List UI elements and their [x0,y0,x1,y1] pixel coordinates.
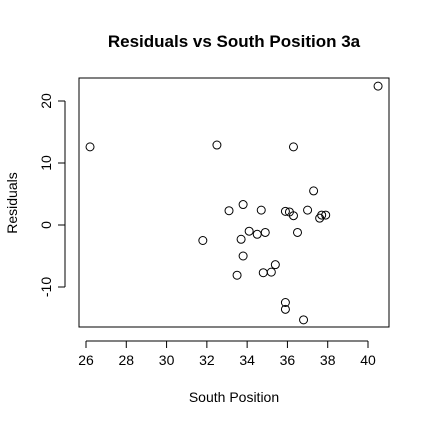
data-point [299,315,309,325]
x-tick-label: 38 [320,352,336,368]
x-tick-label: 40 [360,352,376,368]
data-point [270,260,280,270]
x-tick-label: 26 [78,352,94,368]
data-point [232,270,242,280]
y-axis: -10 0 10 20 [38,93,66,297]
data-point [260,227,270,237]
y-axis-label: Residuals [4,172,20,233]
data-point [85,142,95,152]
data-point [317,210,327,220]
data-point [280,298,290,307]
x-axis: 26 28 30 32 34 36 38 40 [78,340,376,368]
data-point [288,211,298,221]
plot-frame [78,77,390,328]
data-point [236,234,246,244]
data-point [280,206,290,216]
y-tick-label: 10 [38,155,54,171]
data-point [303,205,313,215]
data-point [309,186,319,196]
chart-title: Residuals vs South Position 3a [108,32,361,51]
data-point [238,251,248,261]
data-points [85,81,383,325]
x-tick-label: 32 [199,352,215,368]
data-point [258,268,268,278]
x-tick-label: 34 [239,352,255,368]
data-point [293,227,302,237]
data-point [373,81,383,91]
x-tick-label: 30 [159,352,175,368]
data-point [238,200,248,210]
data-point [256,205,266,215]
x-tick-label: 36 [280,352,296,368]
x-tick-label: 28 [118,352,134,368]
data-point [288,142,298,152]
data-point [280,304,290,314]
data-point [321,210,331,220]
y-tick-label: -10 [38,277,54,297]
data-point [224,206,234,216]
data-point [198,236,208,245]
y-tick-label: 0 [38,221,54,229]
y-tick-label: 20 [38,93,54,109]
data-point [266,267,276,277]
data-point [244,226,254,236]
x-axis-label: South Position [189,389,279,405]
data-point [212,140,222,150]
data-point [252,229,262,239]
